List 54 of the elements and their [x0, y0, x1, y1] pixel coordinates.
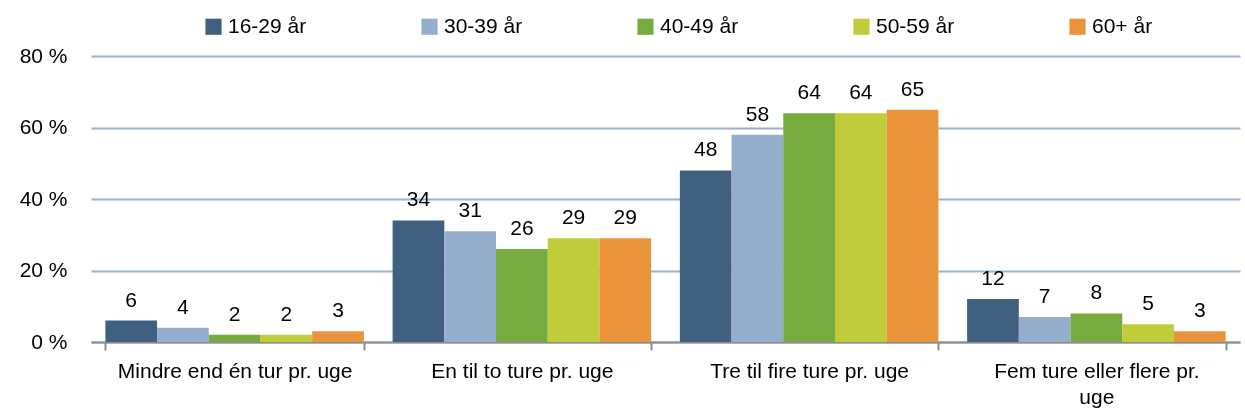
bar — [783, 113, 835, 342]
data-label: 31 — [458, 198, 482, 222]
data-label: 3 — [332, 298, 344, 322]
y-tick-label: 40 % — [19, 186, 68, 210]
y-tick-label: 20 % — [19, 258, 68, 281]
data-label: 4 — [177, 294, 190, 318]
data-label: 7 — [1038, 283, 1051, 307]
data-label: 58 — [745, 101, 770, 125]
legend-label: 30-39 år — [444, 13, 523, 37]
bar — [886, 109, 939, 342]
x-tick-label: Tre til fire ture pr. uge — [710, 358, 910, 382]
data-label: 6 — [125, 287, 138, 311]
bar — [444, 231, 497, 342]
data-label: 3 — [1193, 298, 1206, 322]
bar — [967, 299, 1019, 342]
data-label: 64 — [797, 80, 822, 104]
data-label: 12 — [981, 266, 1005, 290]
data-label: 29 — [561, 205, 586, 229]
data-label: 29 — [613, 205, 637, 229]
data-label: 2 — [280, 301, 293, 325]
bar — [260, 334, 313, 342]
x-tick-label: Fem ture eller flere pr. uge — [994, 358, 1200, 408]
bar — [1122, 324, 1174, 342]
legend-label: 50-59 år — [876, 13, 955, 37]
data-label: 2 — [228, 301, 241, 325]
data-label: 64 — [849, 80, 873, 104]
data-label: 48 — [694, 137, 718, 161]
data-label: 5 — [1142, 291, 1154, 315]
bar — [157, 327, 209, 342]
data-label: 26 — [510, 216, 534, 240]
x-tick-label: En til to ture pr. uge — [431, 358, 614, 382]
y-tick-label: 80 % — [19, 43, 68, 67]
data-label: 65 — [900, 76, 925, 100]
legend-label: 40-49 år — [660, 13, 739, 37]
bar — [834, 113, 887, 342]
bar — [312, 331, 364, 342]
y-tick-label: 60 % — [19, 115, 68, 138]
bar — [208, 334, 261, 342]
bar — [105, 320, 158, 342]
bar — [599, 238, 652, 342]
bar — [679, 170, 732, 342]
bar — [547, 238, 600, 342]
bar — [1070, 313, 1123, 342]
bar — [1018, 316, 1071, 342]
data-label: 8 — [1090, 280, 1103, 304]
bar — [392, 220, 445, 342]
legend-label: 60+ år — [1092, 13, 1153, 37]
y-tick-label: 0 % — [31, 329, 68, 353]
x-tick-label: Mindre end én tur pr. uge — [117, 358, 353, 382]
bar — [731, 134, 784, 342]
legend-label: 16-29 år — [228, 13, 307, 37]
bar — [1173, 331, 1226, 342]
bar — [496, 249, 548, 342]
data-label: 34 — [406, 187, 431, 211]
